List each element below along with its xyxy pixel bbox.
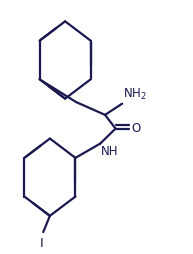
- Text: O: O: [131, 122, 141, 135]
- Text: NH: NH: [101, 145, 119, 158]
- Text: NH$_2$: NH$_2$: [123, 87, 147, 102]
- Text: I: I: [40, 236, 44, 249]
